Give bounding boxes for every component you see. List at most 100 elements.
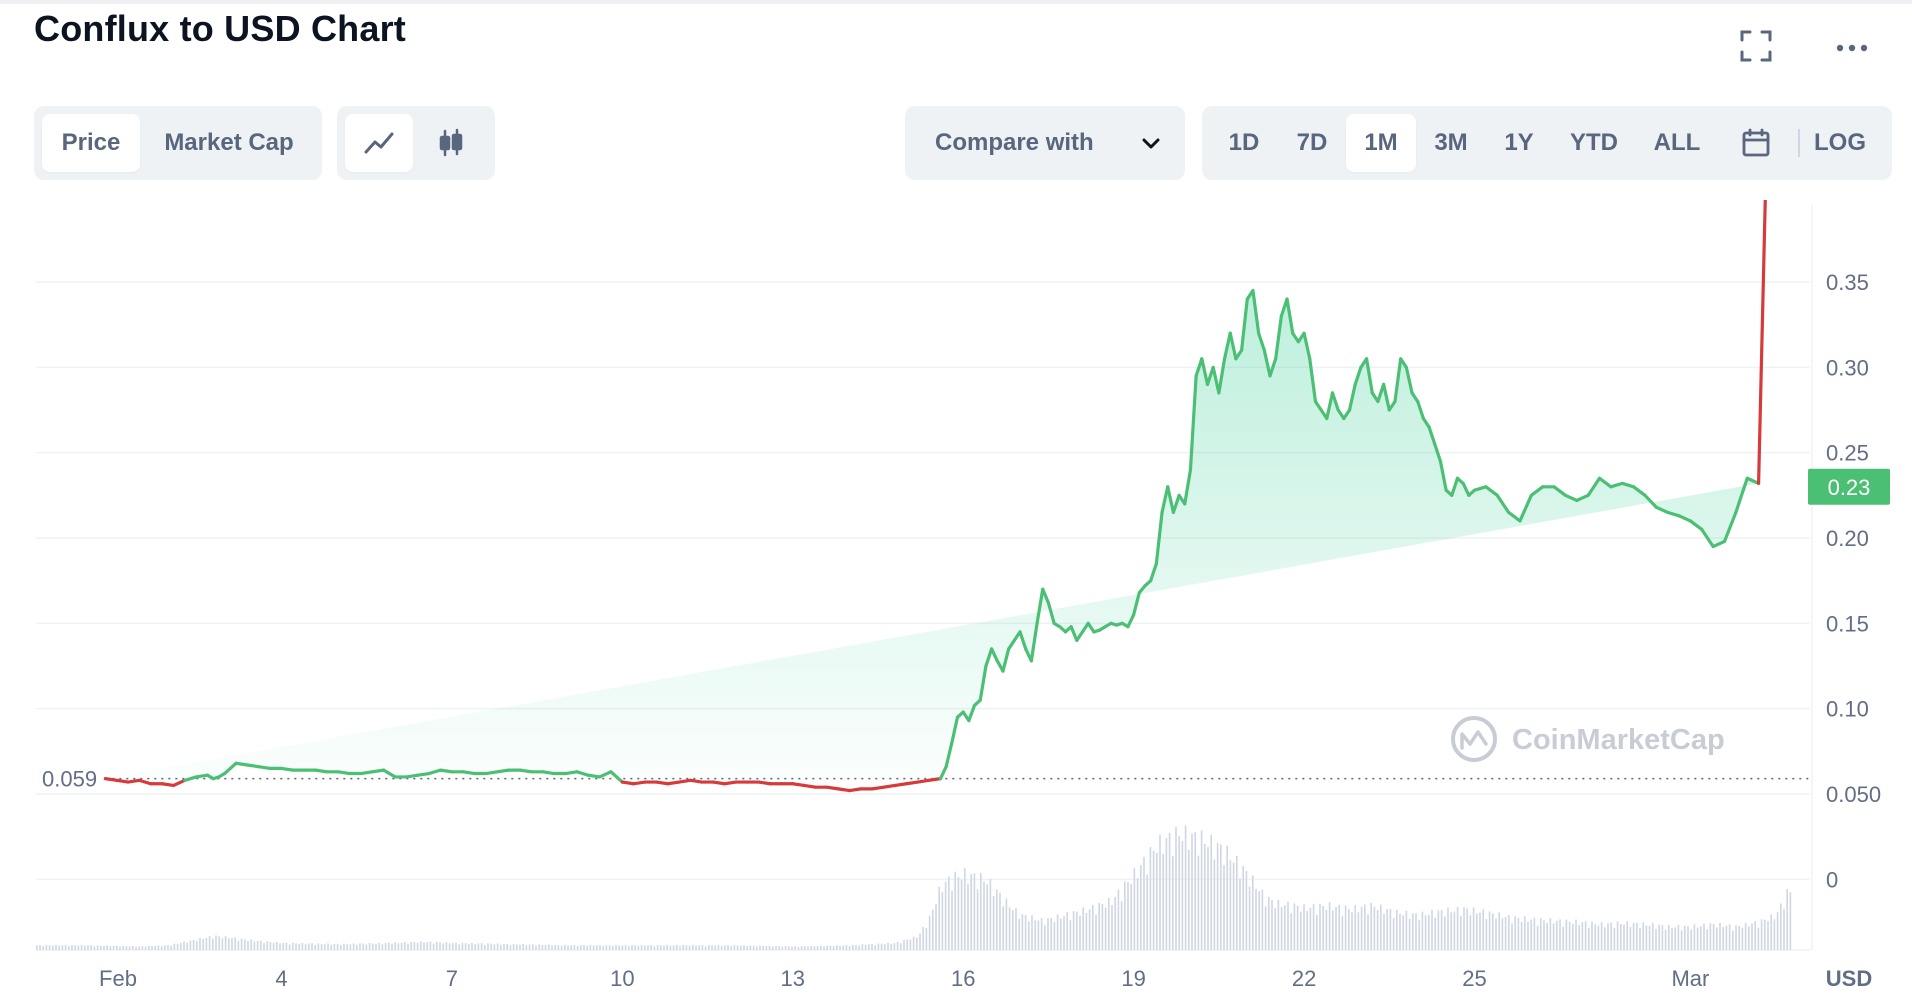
- range-1y[interactable]: 1Y: [1504, 129, 1534, 156]
- volume-bar: [407, 943, 409, 950]
- more-icon[interactable]: [1832, 26, 1872, 66]
- price-line-segment: [916, 778, 931, 784]
- volume-bar: [138, 946, 140, 950]
- volume-bar: [1338, 904, 1340, 950]
- volume-bar: [112, 945, 115, 950]
- volume-bar: [944, 881, 947, 950]
- volume-bar: [1514, 916, 1516, 950]
- line-chart-icon[interactable]: [345, 114, 413, 172]
- volume-bar: [749, 945, 752, 950]
- volume-bar: [176, 943, 179, 950]
- volume-bar: [64, 945, 67, 950]
- compare-with-dropdown[interactable]: Compare with: [905, 106, 1185, 180]
- volume-bar: [759, 945, 761, 950]
- volume-bar: [1610, 922, 1612, 950]
- volume-bar: [1335, 906, 1337, 950]
- range-all[interactable]: ALL: [1653, 129, 1701, 156]
- volume-bar: [1060, 918, 1062, 950]
- volume-bar: [1642, 922, 1644, 950]
- log-scale-button[interactable]: LOG: [1814, 129, 1866, 156]
- volume-bar: [746, 946, 748, 950]
- volume-bar: [468, 943, 470, 950]
- range-1m[interactable]: 1M: [1346, 114, 1416, 172]
- volume-bar: [346, 944, 348, 950]
- price-line-segment: [1342, 408, 1352, 421]
- volume-bar: [999, 892, 1001, 950]
- volume-bar: [1114, 896, 1116, 950]
- price-line-segment: [927, 777, 943, 782]
- volume-bar: [618, 945, 620, 950]
- volume-bar: [135, 946, 137, 950]
- volume-bar: [919, 933, 921, 950]
- price-line-segment: [1552, 485, 1568, 497]
- volume-bar: [71, 945, 73, 950]
- volume-bar: [1117, 889, 1120, 950]
- volume-bar: [1200, 830, 1203, 950]
- range-ytd[interactable]: YTD: [1570, 129, 1618, 156]
- price-line-segment: [103, 777, 119, 782]
- price-line-segment: [438, 768, 454, 774]
- volume-bar: [487, 943, 489, 950]
- volume-bar: [1082, 907, 1084, 950]
- volume-bar: [1453, 911, 1456, 950]
- price-line-segment: [1643, 493, 1658, 509]
- volume-bar: [848, 946, 851, 950]
- volume-bar: [1700, 926, 1702, 950]
- volume-bar: [1636, 922, 1638, 950]
- price-line-segment: [1688, 519, 1704, 532]
- fullscreen-icon[interactable]: [1736, 26, 1776, 66]
- volume-bar: [1306, 911, 1308, 950]
- price-line-segment: [1274, 314, 1283, 361]
- volume-bar: [967, 884, 969, 950]
- volume-bar: [247, 940, 249, 950]
- volume-bar: [1047, 918, 1049, 950]
- volume-bar: [1572, 923, 1574, 950]
- volume-bar: [375, 943, 377, 950]
- volume-bar: [349, 944, 352, 950]
- volume-bar: [647, 945, 649, 950]
- volume-bar: [1344, 905, 1347, 950]
- price-line-segment: [1160, 485, 1170, 515]
- volume-bar: [951, 890, 953, 950]
- price-line-segment: [563, 770, 579, 776]
- volume-bar: [509, 945, 512, 950]
- volume-bar: [954, 871, 956, 950]
- price-line-segment: [1222, 331, 1232, 361]
- price-line-segment: [183, 775, 198, 782]
- volume-bar: [528, 944, 531, 950]
- price-line-segment: [1001, 647, 1011, 673]
- volume-bar: [1127, 881, 1129, 950]
- volume-bar: [1354, 904, 1356, 950]
- volume-bar: [109, 946, 112, 950]
- volume-bar: [58, 945, 60, 950]
- range-1d[interactable]: 1D: [1228, 129, 1260, 156]
- tab-price[interactable]: Price: [42, 114, 140, 172]
- y-tick-label: 0: [1826, 867, 1838, 892]
- range-7d[interactable]: 7D: [1296, 129, 1328, 156]
- volume-bar: [1645, 925, 1648, 950]
- volume-bar: [196, 940, 198, 950]
- range-3m[interactable]: 3M: [1434, 129, 1468, 156]
- volume-bar: [1332, 910, 1334, 950]
- price-line-segment: [370, 768, 386, 774]
- price-line-segment: [666, 780, 681, 786]
- volume-bar: [263, 943, 265, 950]
- volume-bar: [122, 945, 124, 950]
- tab-market-cap[interactable]: Market Cap: [164, 129, 294, 156]
- volume-bar: [464, 943, 467, 950]
- price-line-segment: [126, 778, 142, 784]
- volume-bar: [1098, 902, 1100, 950]
- volume-bar: [1690, 929, 1692, 950]
- volume-bar: [548, 944, 550, 950]
- volume-bar: [1405, 910, 1408, 950]
- volume-bar: [260, 940, 262, 950]
- candlestick-icon[interactable]: [417, 114, 485, 172]
- volume-bar: [704, 946, 707, 950]
- volume-bar: [1639, 927, 1641, 950]
- volume-bar: [391, 944, 393, 950]
- volume-bar: [420, 941, 422, 950]
- volume-bar: [186, 942, 188, 950]
- calendar-icon[interactable]: [1718, 114, 1794, 172]
- volume-bar: [1264, 906, 1267, 950]
- volume-bar: [1632, 922, 1635, 950]
